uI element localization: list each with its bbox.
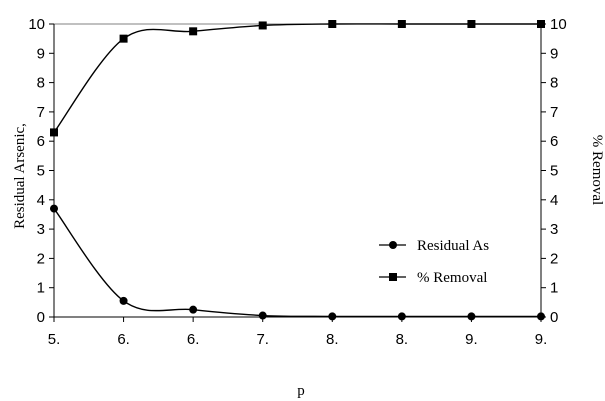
x-tick-label: 7. (256, 331, 269, 348)
x-tick-label: 8. (396, 331, 409, 348)
data-point-residual-as (467, 312, 476, 321)
left-tick-label: 4 (37, 192, 45, 209)
data-point-removal (467, 20, 476, 28)
right-tick-label: 2 (550, 250, 558, 267)
left-tick-label: 0 (37, 309, 45, 326)
left-tick-label: 10 (28, 16, 45, 33)
legend-marker-removal (389, 273, 397, 281)
data-point-removal (537, 20, 545, 28)
right-tick-label: 1 (550, 280, 558, 297)
x-tick-label: 8. (326, 331, 339, 348)
data-point-removal (328, 20, 337, 28)
data-point-removal (119, 34, 128, 43)
x-tick-label: 9. (465, 331, 478, 348)
data-point-residual-as (189, 305, 198, 314)
right-tick-label: 4 (550, 192, 558, 209)
right-tick-label: 9 (550, 45, 558, 62)
data-point-removal (258, 21, 267, 30)
left-tick-label: 1 (37, 280, 45, 297)
left-tick-label: 2 (37, 250, 45, 267)
right-tick-label: 5 (550, 163, 558, 180)
x-axis: 5. 6. 6. 7. 8. 8. 9. 9. (48, 317, 548, 348)
right-y-axis-title: % Removal (589, 135, 605, 205)
legend-marker-residual-as (389, 241, 397, 249)
left-tick-label: 9 (37, 45, 45, 62)
series-layer (50, 20, 545, 321)
data-point-residual-as (258, 311, 267, 320)
x-tick-label: 9. (535, 331, 548, 348)
data-point-residual-as (119, 296, 128, 305)
x-tick-label: 6. (187, 331, 200, 348)
left-y-axis: 0 1 2 3 4 5 6 7 8 9 10 (28, 16, 55, 326)
data-point-residual-as (50, 204, 58, 213)
left-tick-label: 7 (37, 104, 45, 121)
right-y-axis: 0 1 2 3 4 5 6 7 8 9 10 (540, 16, 567, 326)
right-tick-label: 0 (550, 309, 558, 326)
right-tick-label: 7 (550, 104, 558, 121)
right-tick-label: 8 (550, 75, 558, 92)
left-tick-label: 8 (37, 75, 45, 92)
legend-label-removal: % Removal (417, 270, 487, 286)
x-tick-label: 6. (117, 331, 130, 348)
left-y-axis-title: Residual Arsenic, (12, 123, 28, 229)
data-point-residual-as (328, 312, 337, 321)
x-tick-label: 5. (48, 331, 61, 348)
left-tick-label: 6 (37, 133, 45, 150)
right-tick-label: 6 (550, 133, 558, 150)
legend-label-residual-as: Residual As (417, 238, 489, 254)
data-point-residual-as (397, 312, 406, 321)
legend: Residual As % Removal (379, 238, 489, 286)
data-point-removal (397, 20, 406, 28)
x-axis-title: p (297, 383, 305, 399)
data-point-removal (50, 128, 58, 137)
left-tick-label: 5 (37, 163, 45, 180)
right-tick-label: 3 (550, 221, 558, 238)
left-tick-label: 3 (37, 221, 45, 238)
data-point-residual-as (537, 312, 545, 321)
right-tick-label: 10 (550, 16, 567, 33)
data-point-removal (189, 27, 198, 36)
